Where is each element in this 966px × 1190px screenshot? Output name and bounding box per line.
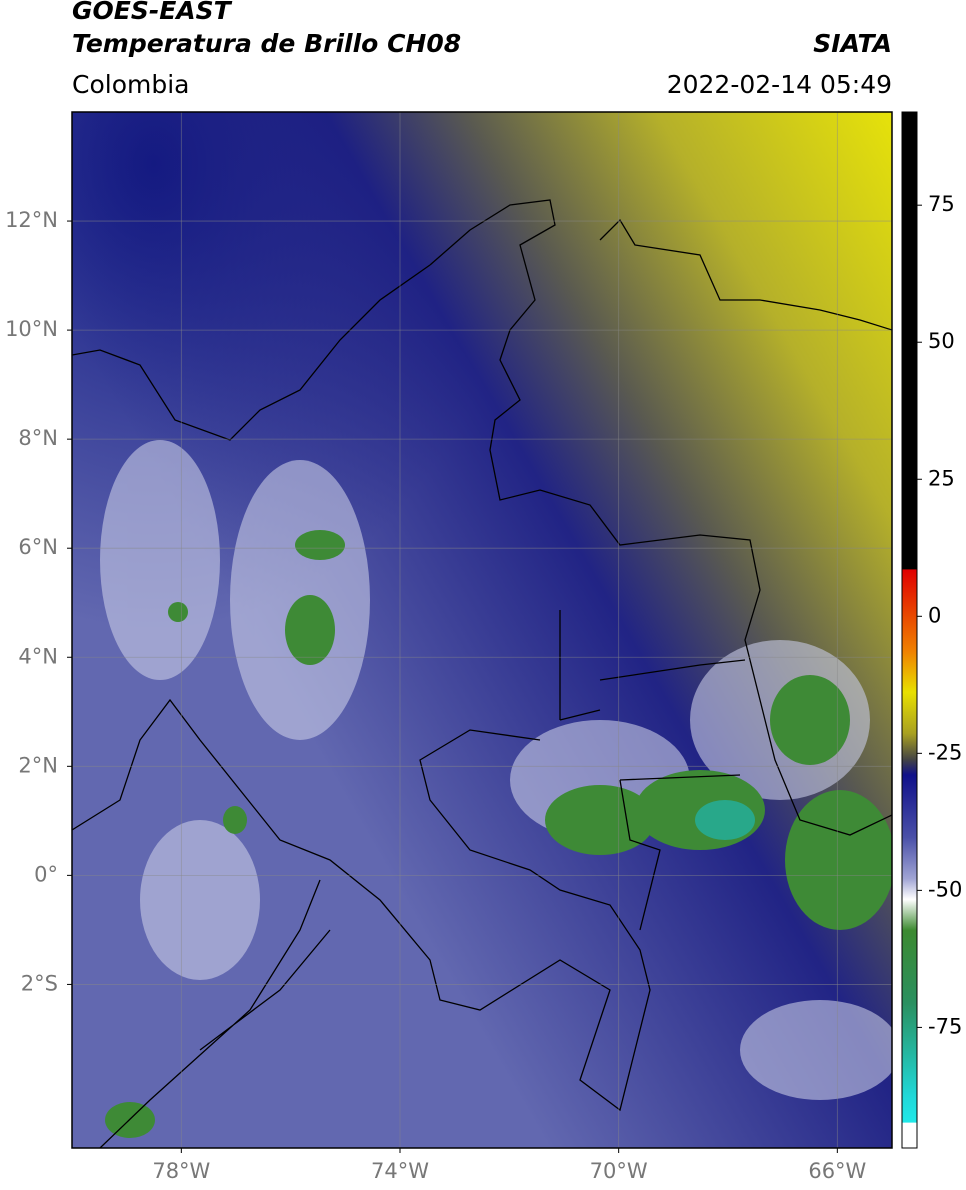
lat-tick-label: 6°N	[18, 535, 58, 559]
colorbar-tick-label: 75	[928, 192, 955, 216]
colorbar-tick-label: 50	[928, 329, 955, 353]
lon-tick-label: 70°W	[590, 1159, 648, 1183]
colorbar-tick-label: -50	[928, 877, 962, 901]
title-line-2: Temperatura de Brillo CH08	[72, 29, 461, 58]
datetime: 2022-02-14 05:49	[667, 70, 892, 99]
colorbar	[901, 111, 918, 1149]
lat-tick-label: 2°N	[18, 753, 58, 777]
lon-tick-label: 66°W	[808, 1159, 866, 1183]
region: Colombia	[72, 70, 189, 99]
lat-tick-label: 2°S	[21, 971, 58, 995]
colorbar-tick-label: -25	[928, 740, 962, 764]
colorbar-ticks: 75 50 25 0 -25 -50 -75	[917, 192, 962, 1038]
map-frame	[71, 111, 893, 1149]
map-image	[72, 112, 892, 1148]
colorbar-tick-label: -75	[928, 1014, 962, 1038]
colorbar-tick-label: 0	[928, 603, 941, 627]
lat-tick-label: 10°N	[5, 317, 58, 341]
lon-tick-label: 78°W	[152, 1159, 210, 1183]
source: SIATA	[813, 29, 892, 58]
lat-tick-label: 12°N	[5, 208, 58, 232]
colorbar-tick-label: 25	[928, 466, 955, 490]
graticule: 78°W 74°W 70°W 66°W 12°N 10°N 8°N 6°N 4°N 2°N 0° 2°…	[5, 112, 892, 1183]
lon-tick-label: 74°W	[371, 1159, 429, 1183]
lat-tick-label: 4°N	[18, 644, 58, 668]
lat-tick-label: 8°N	[18, 426, 58, 450]
lat-tick-label: 0°	[34, 862, 58, 886]
title-line-1: GOES-EAST	[72, 0, 233, 25]
